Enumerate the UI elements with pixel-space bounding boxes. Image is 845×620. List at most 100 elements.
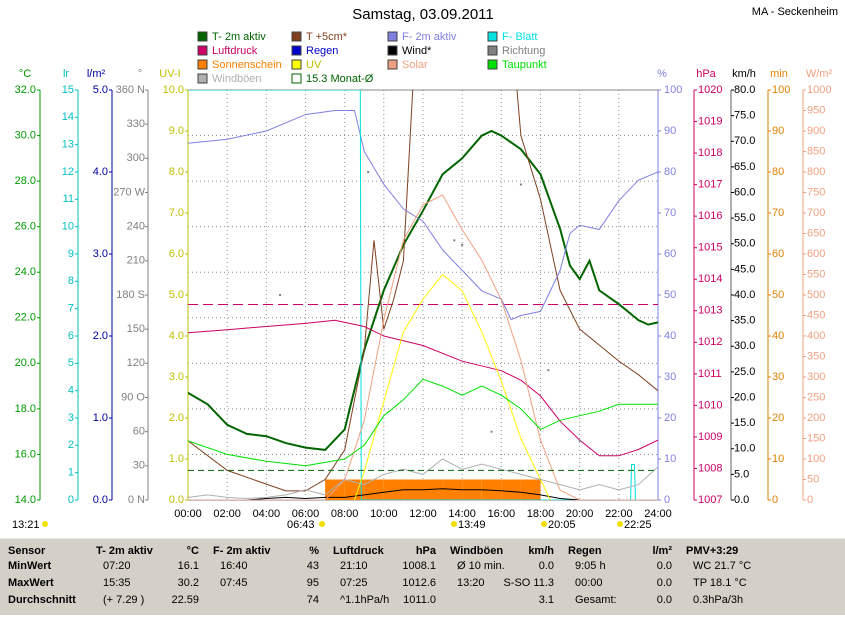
table-cell: (+ 7.29 ) — [103, 594, 144, 606]
axis-title: hPa — [696, 68, 716, 80]
y-tick-label: 16.0 — [15, 448, 36, 460]
y-tick-label: 1000 — [807, 84, 831, 96]
y-tick-label: 0.0 — [93, 494, 108, 506]
y-tick-label: 13 — [62, 139, 74, 151]
y-tick-label: 2.0 — [93, 330, 108, 342]
x-tick-label: 04:00 — [253, 508, 281, 520]
y-tick-label: 10.0 — [163, 84, 184, 96]
y-tick-label: 20 — [772, 412, 784, 424]
legend-label: Sonnenschein — [212, 59, 282, 71]
legend-swatch — [291, 59, 302, 70]
y-tick-label: 75.0 — [734, 110, 755, 122]
table-cell: Durchschnitt — [8, 594, 76, 606]
y-tick-label: 20 — [664, 412, 676, 424]
table-cell: Ø 10 min. — [457, 560, 505, 572]
y-tick-label: 60 — [664, 248, 676, 260]
y-tick-label: 1020 — [698, 84, 722, 96]
y-tick-label: 200 — [807, 412, 825, 424]
y-tick-label: 35.0 — [734, 315, 755, 327]
y-tick-label: 400 — [807, 330, 825, 342]
legend-swatch — [487, 45, 498, 56]
legend-label: 15.3 Monat-Ø — [306, 73, 374, 85]
table-cell: 9:05 h — [575, 560, 606, 572]
x-tick-label: 10:00 — [370, 508, 398, 520]
axis-title: lr — [63, 68, 69, 80]
y-tick-label: 10 — [772, 453, 784, 465]
y-tick-label: 24.0 — [15, 266, 36, 278]
direction-dot — [519, 183, 522, 186]
direction-dot — [453, 239, 456, 242]
time-marker: 22:25 — [624, 519, 652, 531]
sunshine-bar — [442, 479, 463, 500]
y-tick-label: 1017 — [698, 179, 722, 191]
series-line — [188, 488, 658, 500]
marker-icon — [451, 521, 457, 527]
table-cell: 13:20 — [457, 577, 485, 589]
axis-title: l/m² — [87, 68, 106, 80]
marker-icon — [617, 521, 623, 527]
y-tick-label: 7.0 — [169, 207, 184, 219]
table-unit: °C — [187, 545, 199, 557]
legend-swatch — [387, 45, 398, 56]
y-tick-label: 100 — [664, 84, 682, 96]
table-value: 43 — [307, 560, 319, 572]
axis-title: UV-I — [159, 68, 180, 80]
y-tick-label: 1013 — [698, 305, 722, 317]
y-tick-label: 18.0 — [15, 403, 36, 415]
table-header: T- 2m aktiv — [96, 545, 154, 557]
y-tick-label: 6 — [68, 330, 74, 342]
legend-swatch — [291, 31, 302, 42]
y-tick-label: 1018 — [698, 147, 722, 159]
y-tick-label: 60 — [772, 248, 784, 260]
y-tick-label: 4.0 — [169, 330, 184, 342]
legend-label: T +5cm* — [306, 31, 348, 43]
y-tick-label: 25.0 — [734, 366, 755, 378]
table-header: F- 2m aktiv — [213, 545, 271, 557]
y-tick-label: 26.0 — [15, 221, 36, 233]
y-tick-label: 800 — [807, 166, 825, 178]
y-tick-label: 32.0 — [15, 84, 36, 96]
y-tick-label: 50 — [664, 289, 676, 301]
y-tick-label: 1015 — [698, 242, 722, 254]
marker-icon — [541, 521, 547, 527]
y-tick-label: 120 — [127, 357, 145, 369]
time-marker: 20:05 — [548, 519, 576, 531]
axis-title: min — [770, 68, 788, 80]
time-marker: 13:49 — [458, 519, 486, 531]
table-unit: l/m² — [652, 545, 672, 557]
y-tick-label: 50 — [807, 473, 819, 485]
legend-swatch — [197, 31, 208, 42]
y-tick-label: 14 — [62, 111, 74, 123]
y-tick-label: 0 — [807, 494, 813, 506]
table-cell: Gesamt: — [575, 594, 617, 606]
y-tick-label: 150 — [807, 432, 825, 444]
x-tick-label: 22:00 — [605, 508, 633, 520]
y-tick-label: 10 — [62, 221, 74, 233]
table-value: 1012.6 — [402, 577, 436, 589]
y-tick-label: 3.0 — [169, 371, 184, 383]
legend-swatch — [291, 73, 302, 84]
x-tick-label: 02:00 — [213, 508, 241, 520]
legend-swatch — [387, 59, 398, 70]
table-cell: 07:45 — [220, 577, 248, 589]
legend-label: T- 2m aktiv — [212, 31, 266, 43]
y-tick-label: 850 — [807, 145, 825, 157]
time-marker: 13:21 — [12, 519, 40, 531]
legend-swatch — [197, 73, 208, 84]
y-tick-label: 700 — [807, 207, 825, 219]
axis-title: % — [657, 68, 667, 80]
y-tick-label: 15 — [62, 84, 74, 96]
legend-label: Luftdruck — [212, 45, 258, 57]
y-tick-label: 5.0 — [169, 289, 184, 301]
legend-swatch — [291, 45, 302, 56]
legend-label: F- Blatt — [502, 31, 537, 43]
series-line — [188, 129, 658, 451]
y-tick-label: 70.0 — [734, 135, 755, 147]
table-value: 1011.0 — [403, 594, 436, 606]
table-value: 1008.1 — [402, 560, 436, 572]
legend-label: Taupunkt — [502, 59, 547, 71]
direction-dot — [461, 243, 464, 246]
direction-dot — [490, 430, 493, 433]
y-tick-label: 20.0 — [15, 357, 36, 369]
